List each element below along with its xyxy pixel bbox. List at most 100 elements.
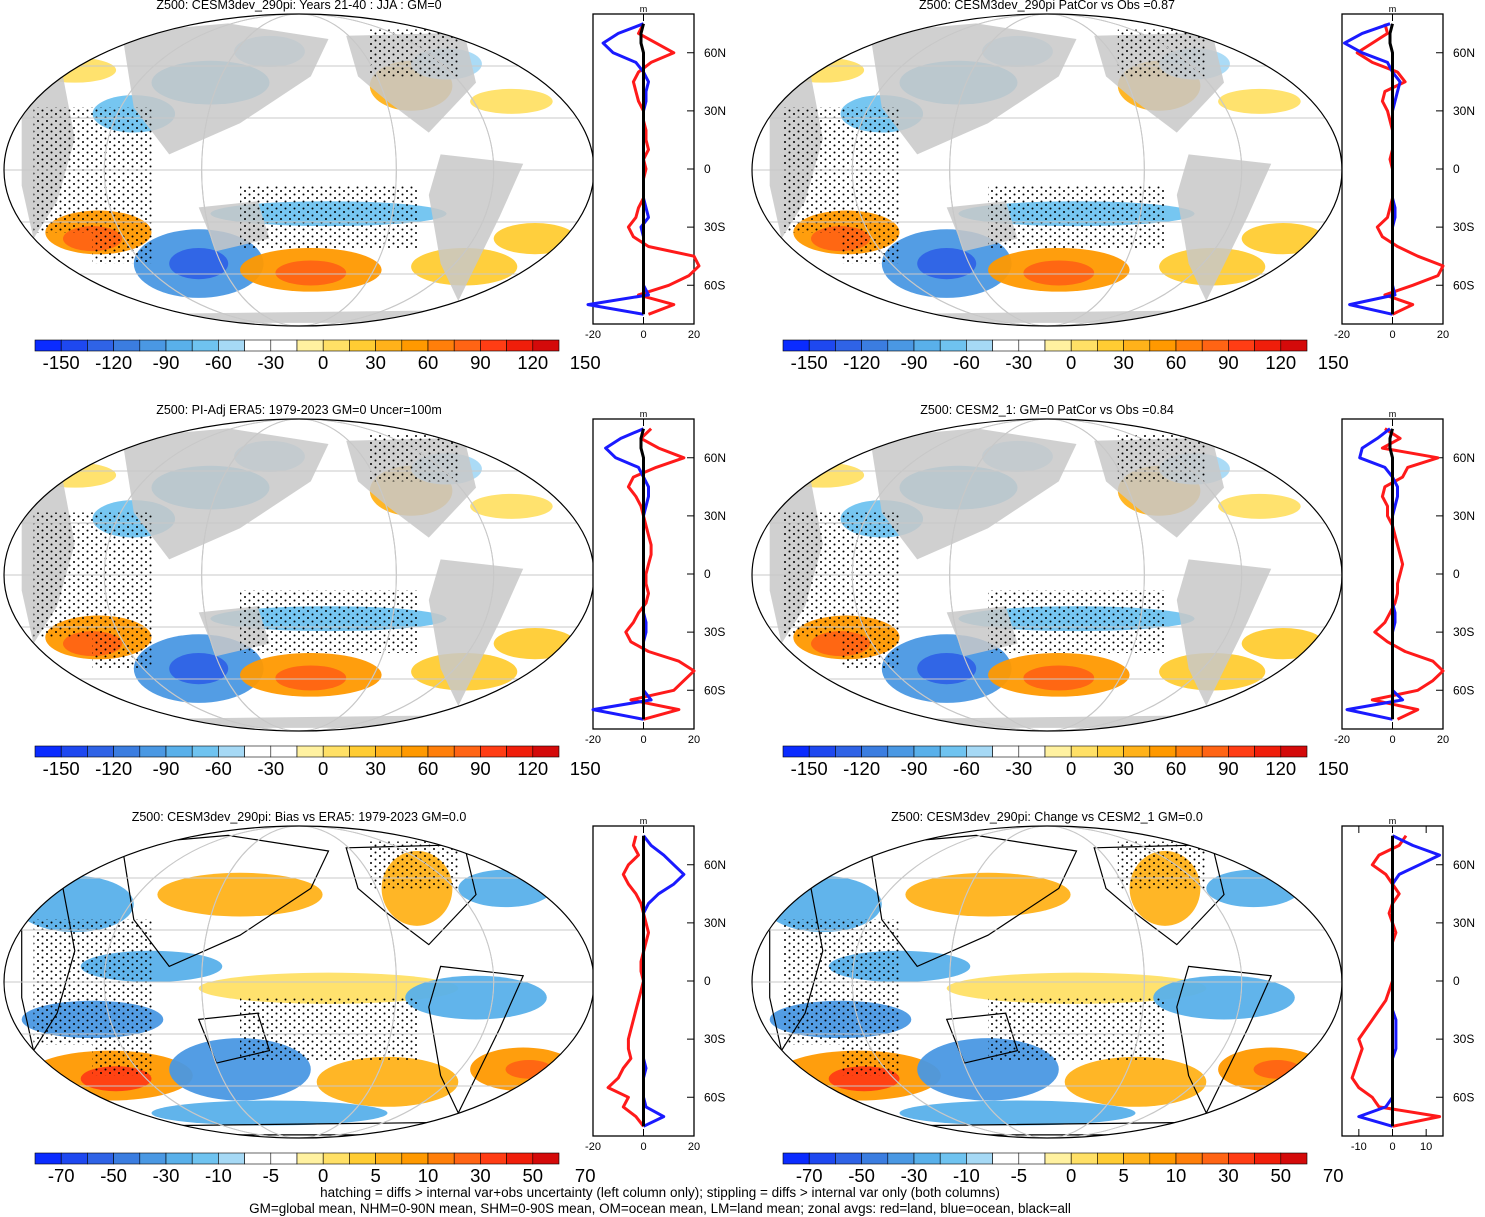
colorbar-cell bbox=[113, 1152, 141, 1165]
zonal-x-tick-label: 20 bbox=[1437, 329, 1449, 341]
colorbar-cell bbox=[34, 1152, 62, 1165]
colorbar-cell bbox=[113, 745, 141, 758]
map-panel-1: Z500: CESM3dev_290pi: Years 21-40 : JJA … bbox=[3, 0, 595, 327]
stippling bbox=[92, 637, 152, 669]
colorbar-cell bbox=[375, 1152, 403, 1165]
colorbar-cell bbox=[244, 745, 272, 758]
stippling bbox=[988, 590, 1165, 653]
colorbar-cell bbox=[244, 1152, 272, 1165]
zonal-x-tick-label: -10 bbox=[1351, 1141, 1367, 1153]
colorbar-tick-label: -5 bbox=[1011, 1165, 1027, 1185]
colorbar-tick-label: -30 bbox=[257, 758, 284, 779]
map-panel-5: Z500: CESM3dev_290pi: Bias vs ERA5: 1979… bbox=[3, 810, 595, 1139]
map-panel-6: Z500: CESM3dev_290pi: Change vs CESM2_1 … bbox=[751, 810, 1343, 1139]
colorbar-cell bbox=[1149, 339, 1177, 352]
zonal-y-tick-label: 30N bbox=[1453, 916, 1475, 930]
zonal-line-all bbox=[1388, 23, 1394, 315]
colorbar-cell bbox=[966, 339, 993, 352]
anomaly-area bbox=[169, 248, 229, 280]
anomaly-area bbox=[1218, 88, 1301, 114]
colorbar-tick-label: 150 bbox=[570, 758, 601, 779]
colorbar-cell bbox=[782, 1152, 810, 1165]
zonal-y-tick-label: 60N bbox=[704, 858, 726, 872]
colorbar-cell bbox=[375, 339, 403, 352]
colorbar-tick-label: 90 bbox=[470, 758, 491, 779]
colorbar-cell bbox=[218, 1152, 245, 1165]
zonal-y-tick-label: 30S bbox=[1453, 625, 1474, 639]
stippling bbox=[840, 1044, 900, 1076]
colorbar-6: -70 -50 -30 -10 -5 0 5 10 30 50 70 bbox=[782, 1152, 1343, 1185]
land-mask bbox=[428, 559, 524, 706]
colorbar-cell bbox=[1201, 745, 1229, 758]
zonal-x-tick-label: 0 bbox=[640, 329, 646, 341]
colorbar-cell bbox=[191, 1152, 219, 1165]
zonal-y-tick-label: 60S bbox=[704, 278, 725, 292]
zonal-y-tick-label: 60S bbox=[1453, 683, 1474, 697]
colorbar-cell bbox=[1018, 339, 1046, 352]
colorbar-tick-label: 120 bbox=[1265, 758, 1296, 779]
colorbar-tick-label: 150 bbox=[1318, 758, 1349, 779]
colorbar-cell bbox=[1123, 339, 1151, 352]
colorbar-tick-label: 0 bbox=[1066, 352, 1076, 373]
zonal-y-tick-label: 30S bbox=[704, 625, 725, 639]
zonal-y-tick-label: 60S bbox=[1453, 1090, 1474, 1104]
colorbar-tick-label: -90 bbox=[153, 758, 180, 779]
colorbar-cell bbox=[427, 745, 455, 758]
colorbar-cell bbox=[322, 1152, 350, 1165]
colorbar-cell bbox=[1228, 1152, 1255, 1165]
colorbar-cell bbox=[1228, 745, 1255, 758]
map-panel-2: Z500: CESM3dev_290pi PatCor vs Obs =0.87 bbox=[751, 0, 1343, 327]
stippling bbox=[92, 1044, 152, 1076]
colorbar-cell bbox=[349, 745, 376, 758]
colorbar-tick-label: -120 bbox=[843, 758, 880, 779]
colorbar-cell bbox=[401, 745, 429, 758]
map-title: Z500: CESM3dev_290pi PatCor vs Obs =0.87 bbox=[919, 0, 1175, 12]
colorbar-2: -150 -120 -90 -60 -30 0 30 60 90 120 150 bbox=[782, 339, 1349, 373]
colorbar-tick-label: -120 bbox=[95, 758, 132, 779]
colorbar-cell bbox=[1201, 1152, 1229, 1165]
colorbar-cell bbox=[480, 745, 507, 758]
colorbar-cell bbox=[427, 1152, 455, 1165]
footer-hatching-note: hatching = diffs > internal var+obs unce… bbox=[320, 1185, 1000, 1200]
colorbar-cell bbox=[1254, 745, 1282, 758]
anomaly-area bbox=[470, 493, 553, 519]
colorbar-tick-label: -30 bbox=[1005, 758, 1032, 779]
anomaly-area bbox=[157, 872, 323, 917]
colorbar-cell bbox=[453, 745, 481, 758]
colorbar-tick-label: 30 bbox=[1113, 758, 1134, 779]
colorbar-cell bbox=[139, 1152, 167, 1165]
anomaly-area bbox=[169, 653, 229, 685]
colorbar-tick-label: -70 bbox=[796, 1165, 823, 1185]
anomaly-area bbox=[905, 872, 1071, 917]
zonal-profile-2: -20 0 20 60N 30N 0 30S 60S m bbox=[1334, 4, 1475, 341]
stippling bbox=[988, 997, 1165, 1060]
anomaly-area bbox=[1218, 493, 1301, 519]
colorbar-5: -70 -50 -30 -10 -5 0 5 10 30 50 70 bbox=[34, 1152, 595, 1185]
colorbar-cell bbox=[218, 745, 245, 758]
anomaly-area bbox=[946, 972, 1207, 1004]
zonal-profile-5: -20 0 20 60N 30N 0 30S 60S m bbox=[585, 816, 726, 1153]
colorbar-cell bbox=[480, 339, 507, 352]
colorbar-cell bbox=[270, 745, 298, 758]
anomaly-area bbox=[781, 57, 865, 83]
colorbar-cell bbox=[966, 1152, 993, 1165]
colorbar-tick-label: -150 bbox=[43, 758, 80, 779]
zonal-x-tick-label: -20 bbox=[585, 329, 601, 341]
anomaly-area bbox=[899, 1100, 1136, 1126]
anomaly-area bbox=[781, 462, 865, 488]
colorbar-cell bbox=[296, 339, 324, 352]
colorbar-cell bbox=[453, 1152, 481, 1165]
colorbar-cell bbox=[270, 1152, 298, 1165]
zonal-x-tick-label: 0 bbox=[1389, 734, 1395, 746]
figure-footer: hatching = diffs > internal var+obs unce… bbox=[0, 1185, 1320, 1217]
zonal-line-all bbox=[639, 428, 645, 720]
zonal-y-tick-label: 60S bbox=[1453, 278, 1474, 292]
zonal-x-tick-label: 20 bbox=[688, 1141, 700, 1153]
zonal-x-tick-label: 0 bbox=[1389, 1141, 1395, 1153]
colorbar-cell bbox=[1149, 745, 1177, 758]
stippling bbox=[369, 434, 459, 482]
land-mask bbox=[1176, 559, 1272, 706]
stippling bbox=[240, 590, 417, 653]
zonal-profile-6: -10 0 10 60N 30N 0 30S 60S m bbox=[1341, 816, 1475, 1153]
colorbar-tick-label: 50 bbox=[523, 1165, 544, 1185]
